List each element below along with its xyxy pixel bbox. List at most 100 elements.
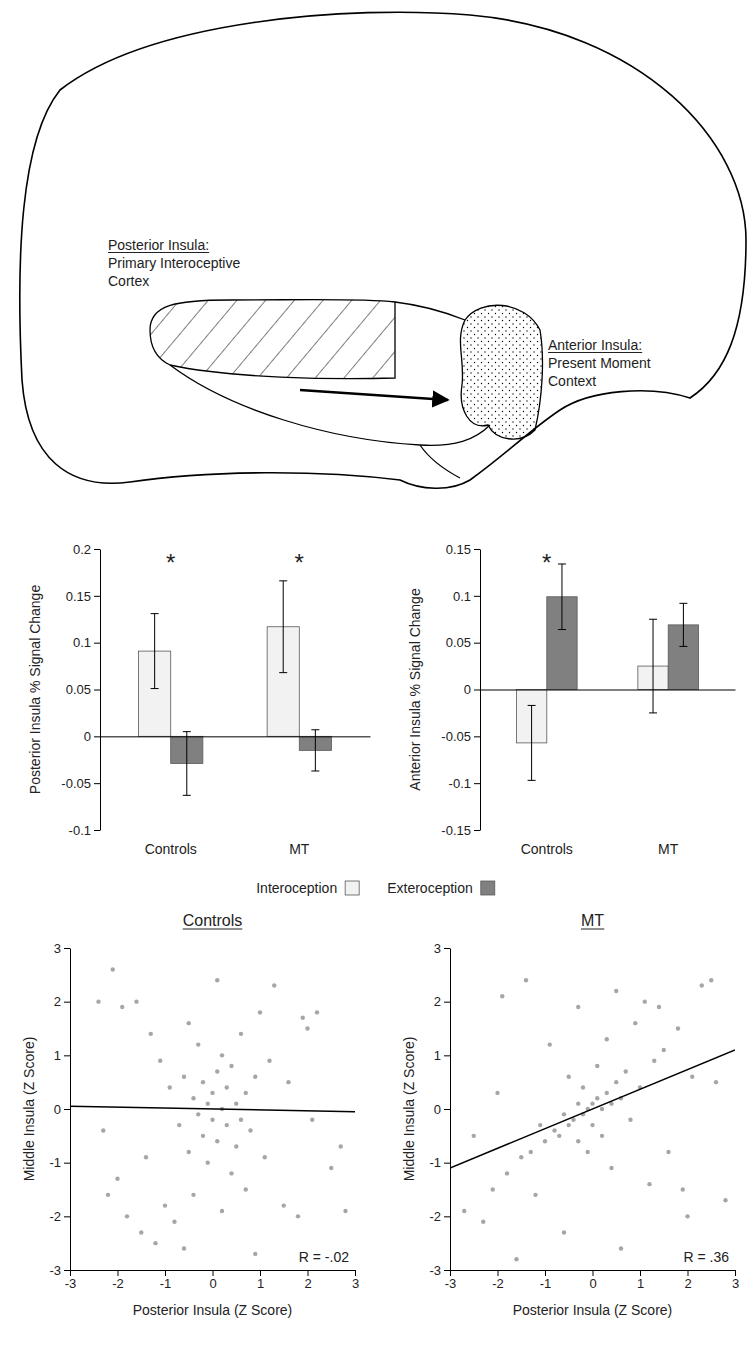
- point: [172, 1220, 176, 1224]
- x-tick: -1: [540, 1270, 552, 1291]
- point: [329, 1166, 333, 1170]
- error-bar: [311, 730, 319, 771]
- chart-title: MT: [581, 912, 604, 929]
- legend: InteroceptionExteroception: [256, 880, 495, 896]
- title-underline: [183, 929, 243, 930]
- point: [229, 1171, 233, 1175]
- y-tick-mark: [64, 1002, 70, 1003]
- plot-marks: [450, 978, 735, 1261]
- y-tick-label: 3: [434, 941, 441, 956]
- y-tick-mark: [474, 736, 480, 737]
- error-bar-cap: [528, 780, 536, 781]
- x-tick: 3: [732, 1270, 739, 1291]
- point: [567, 1123, 571, 1127]
- x-tick-mark: [498, 1270, 499, 1276]
- point: [111, 967, 115, 971]
- point: [196, 1112, 200, 1116]
- x-axis-title: Posterior Insula (Z Score): [513, 1302, 673, 1318]
- x-tick-mark: [213, 1270, 214, 1276]
- point: [567, 1075, 571, 1079]
- y-tick: -3: [429, 1263, 450, 1278]
- significance-marker: *: [295, 549, 304, 576]
- point: [96, 999, 100, 1003]
- y-tick: 3: [434, 941, 450, 956]
- error-bar-cap: [183, 731, 191, 732]
- y-tick-mark: [444, 1002, 450, 1003]
- y-tick: 0.15: [66, 588, 100, 603]
- y-tick-label: 0.05: [446, 635, 471, 650]
- point: [709, 978, 713, 982]
- point: [723, 1198, 727, 1202]
- point: [600, 1134, 604, 1138]
- scatter-chart: -3-2-10123-3-2-10123Posterior Insula (Z …: [401, 912, 739, 1318]
- y-tick-label: 3: [54, 941, 61, 956]
- x-tick-label: Controls: [145, 841, 197, 857]
- point: [600, 1107, 604, 1111]
- anterior-insula-region: [460, 305, 542, 439]
- error-bar-cap: [649, 619, 657, 620]
- y-tick: 0: [434, 1102, 450, 1117]
- point: [229, 1064, 233, 1068]
- title-underline: [108, 252, 209, 253]
- y-tick-mark: [64, 948, 70, 949]
- y-tick-mark: [444, 1270, 450, 1271]
- point: [301, 1016, 305, 1020]
- error-bar-stem: [154, 614, 155, 689]
- point: [215, 1069, 219, 1073]
- y-tick: -0.05: [61, 776, 100, 791]
- y-tick: 0.1: [73, 635, 100, 650]
- point: [700, 983, 704, 987]
- point: [481, 1220, 485, 1224]
- y-tick-mark: [64, 1216, 70, 1217]
- y-tick-mark: [64, 1163, 70, 1164]
- point: [657, 1005, 661, 1009]
- point: [310, 1118, 314, 1122]
- x-tick-mark: [118, 1270, 119, 1276]
- correlation-label: R = .36: [683, 1249, 729, 1265]
- point: [115, 1177, 119, 1181]
- y-axis-title: Anterior Insula % Signal Change: [407, 588, 423, 791]
- point: [305, 1026, 309, 1030]
- point: [472, 1134, 476, 1138]
- point: [614, 1080, 618, 1084]
- label-background: [681, 1248, 731, 1266]
- point: [576, 1005, 580, 1009]
- point: [576, 1139, 580, 1143]
- point: [590, 1101, 594, 1105]
- x-tick-mark: [308, 1270, 309, 1276]
- point: [519, 1155, 523, 1159]
- point: [652, 1059, 656, 1063]
- x-tick-label: 2: [304, 1276, 311, 1291]
- y-tick: 0.1: [453, 588, 480, 603]
- x-tick: 2: [684, 1270, 691, 1291]
- y-tick: 3: [54, 941, 70, 956]
- y-axis-line: [100, 550, 101, 831]
- y-tick-mark: [94, 690, 100, 691]
- x-tick-mark: [735, 1270, 736, 1276]
- y-tick-label: 0: [84, 729, 91, 744]
- error-bar-cap: [311, 770, 319, 771]
- error-bar-stem: [186, 732, 187, 796]
- plot-marks: [516, 564, 698, 780]
- point: [196, 1042, 200, 1046]
- point: [206, 1160, 210, 1164]
- y-tick-mark: [94, 830, 100, 831]
- error-bar-cap: [679, 603, 687, 604]
- y-tick: -2: [429, 1209, 450, 1224]
- y-tick-label: -0.05: [61, 776, 91, 791]
- point: [633, 1021, 637, 1025]
- error-bar: [183, 732, 191, 796]
- y-tick-label: 0.2: [73, 542, 91, 557]
- point: [168, 1085, 172, 1089]
- error-bar: [649, 619, 657, 713]
- x-tick-mark: [688, 1270, 689, 1276]
- y-tick-label: 2: [54, 994, 61, 1009]
- x-tick-mark: [70, 1270, 71, 1276]
- y-tick-mark: [474, 549, 480, 550]
- y-tick-mark: [64, 1109, 70, 1110]
- point: [244, 1091, 248, 1095]
- x-tick-mark: [640, 1270, 641, 1276]
- point: [177, 1123, 181, 1127]
- point: [191, 1096, 195, 1100]
- y-axis: -0.15-0.1-0.0500.050.10.15: [441, 542, 480, 838]
